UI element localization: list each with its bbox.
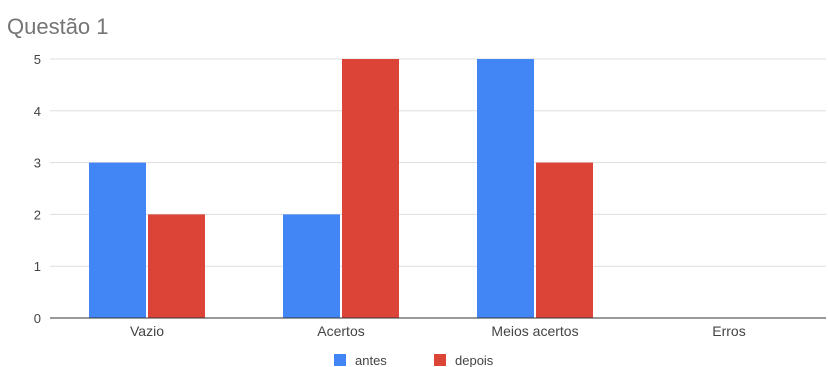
- legend-swatch-depois: [434, 354, 446, 366]
- bar-depois: [148, 214, 205, 318]
- bar-antes: [477, 59, 534, 318]
- x-tick-label: Acertos: [317, 323, 364, 339]
- chart-title: Questão 1: [7, 14, 109, 39]
- legend-label-antes: antes: [355, 353, 387, 367]
- bar-depois: [342, 59, 399, 318]
- y-axis-ticks: 0 1 2 3 4 5: [34, 52, 41, 326]
- legend-swatch-antes: [334, 354, 346, 366]
- x-axis-labels: Vazio Acertos Meios acertos Erros: [130, 323, 746, 339]
- x-tick-label: Meios acertos: [491, 323, 578, 339]
- y-tick-label: 3: [34, 156, 41, 171]
- y-tick-label: 1: [34, 259, 41, 274]
- y-tick-label: 2: [34, 207, 41, 222]
- legend: antes depois: [334, 353, 494, 367]
- bars: [89, 59, 593, 318]
- y-tick-label: 5: [34, 52, 41, 67]
- x-tick-label: Erros: [712, 323, 745, 339]
- y-tick-label: 4: [34, 104, 41, 119]
- bar-antes: [283, 214, 340, 318]
- legend-label-depois: depois: [455, 353, 494, 367]
- y-tick-label: 0: [34, 311, 41, 326]
- x-tick-label: Vazio: [130, 323, 164, 339]
- bar-antes: [89, 162, 146, 318]
- bar-depois: [536, 162, 593, 318]
